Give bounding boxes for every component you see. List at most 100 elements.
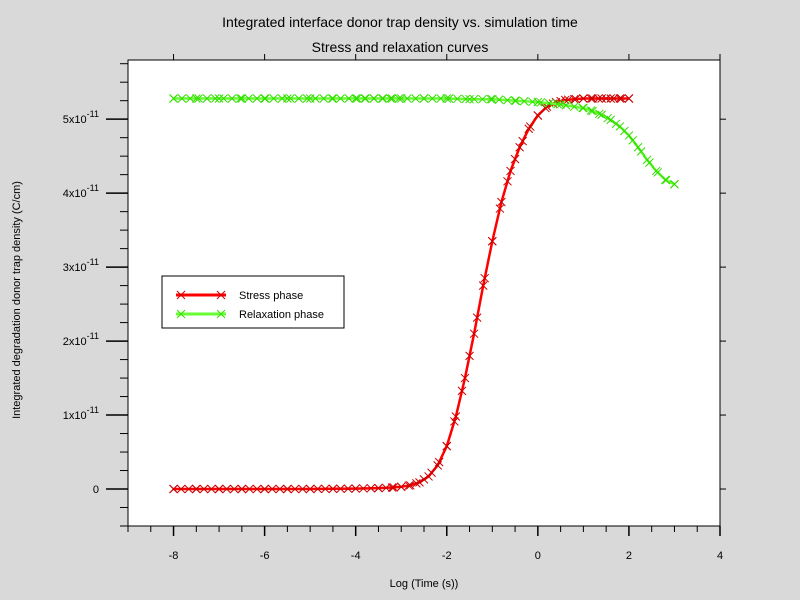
data-point (670, 179, 679, 189)
data-point (606, 94, 616, 103)
y-tick-label: 3x10-11 (63, 257, 99, 274)
data-point (433, 460, 443, 470)
series-marker (319, 94, 329, 103)
data-point (524, 124, 534, 134)
data-point (588, 94, 597, 103)
data-point (556, 100, 565, 109)
data-point (260, 484, 269, 494)
data-point (191, 484, 201, 494)
legend-label: Stress phase (239, 290, 303, 302)
legend-label: Relaxation phase (239, 309, 324, 321)
series-marker (252, 94, 262, 103)
series-marker (245, 484, 254, 494)
data-point (260, 94, 269, 103)
series-marker (327, 94, 337, 103)
series-marker (294, 94, 304, 103)
data-point (615, 122, 625, 131)
series-marker (227, 94, 237, 103)
series-marker (472, 313, 482, 323)
data-point (615, 94, 625, 103)
x-tick-label: 0 (535, 550, 541, 562)
series-marker (269, 94, 279, 103)
data-point (451, 412, 461, 421)
data-point (396, 482, 406, 492)
chart-title: Integrated interface donor trap density … (222, 14, 578, 30)
data-point (506, 166, 515, 176)
series-marker (412, 478, 421, 488)
x-tick-label: 2 (626, 550, 632, 562)
series-marker (436, 94, 446, 103)
legend-marker (176, 290, 186, 300)
series-marker (358, 484, 368, 493)
series-marker (389, 483, 398, 492)
legend-box (161, 275, 345, 329)
data-point (579, 94, 588, 103)
data-point (661, 175, 670, 185)
series-marker (394, 94, 404, 103)
series-marker (244, 94, 254, 103)
series-marker (313, 484, 323, 494)
series-marker (536, 98, 546, 107)
series-layer (169, 94, 679, 494)
x-axis-label: Log (Time (s)) (390, 578, 459, 590)
data-point (387, 94, 397, 103)
data-point (283, 94, 292, 103)
series-marker (478, 94, 487, 104)
series-marker (185, 94, 195, 103)
series-marker (480, 273, 490, 283)
series-marker (336, 484, 345, 494)
series-marker (320, 484, 330, 494)
series-marker (503, 95, 512, 105)
series-marker (377, 94, 387, 103)
x-tick-label: -2 (442, 550, 452, 562)
series-marker (184, 484, 194, 494)
data-point (396, 94, 406, 103)
data-point (237, 484, 247, 494)
x-tick-label: -4 (351, 550, 361, 562)
series-marker (518, 136, 528, 146)
data-point (360, 94, 370, 103)
series-marker (494, 95, 504, 105)
series-marker (235, 94, 245, 103)
series-marker (569, 102, 579, 111)
series-marker (352, 94, 362, 103)
data-point (424, 472, 433, 481)
chart-subtitle: Stress and relaxation curves (312, 39, 489, 55)
data-point (510, 96, 520, 106)
data-point (374, 483, 383, 493)
data-point (169, 94, 178, 103)
data-point (460, 373, 470, 383)
series-marker (275, 484, 285, 494)
series-marker (302, 94, 312, 103)
series-marker (594, 94, 603, 103)
y-tick-label: 5x10-11 (63, 109, 99, 126)
data-point (405, 480, 415, 490)
data-point (305, 94, 315, 103)
data-point (533, 97, 543, 107)
series-marker (594, 109, 604, 119)
series-marker (261, 94, 270, 103)
series-marker (419, 475, 429, 484)
series-marker (519, 96, 529, 106)
series-marker (503, 176, 512, 186)
y-axis: 0 1x10-11 2x10-11 3x10-11 4x10-11 5x10-11 (63, 63, 726, 527)
series-marker (219, 94, 228, 103)
data-point (442, 441, 452, 451)
data-point (487, 236, 497, 246)
y-tick-label: 4x10-11 (63, 183, 99, 200)
data-point (533, 111, 543, 120)
series-marker (404, 481, 414, 490)
series-marker (202, 94, 212, 103)
data-point (351, 484, 361, 493)
series-marker (252, 484, 262, 494)
series-marker (207, 484, 216, 494)
data-point (214, 484, 224, 494)
series-marker (229, 484, 239, 494)
x-tick-label: -6 (260, 550, 270, 562)
data-point (633, 142, 643, 152)
data-point (442, 94, 452, 103)
data-point (214, 94, 224, 103)
data-point (387, 483, 397, 492)
series-marker (194, 94, 203, 103)
